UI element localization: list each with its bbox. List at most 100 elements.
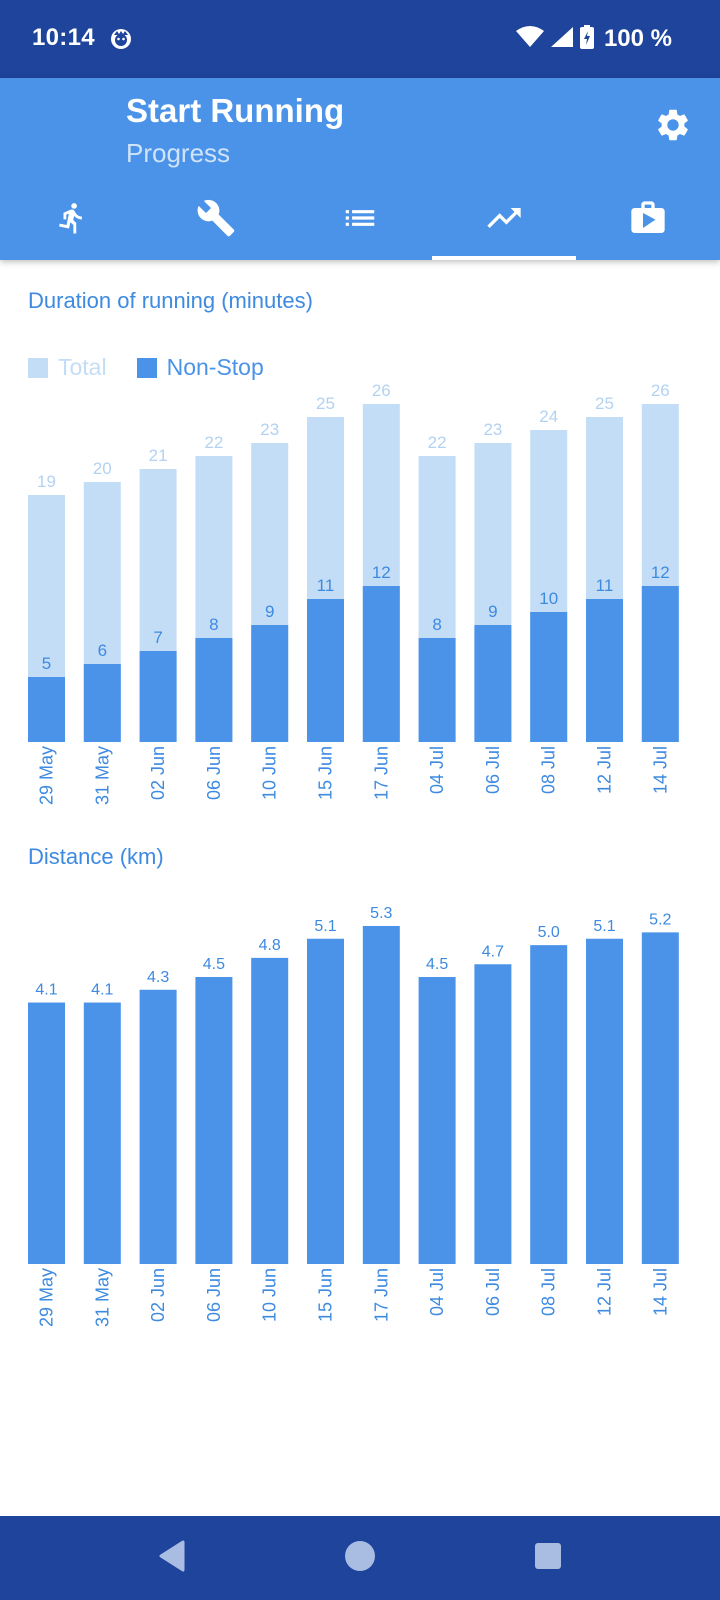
bar-distance-label: 4.5 [203,956,225,973]
bar-nonstop-label: 11 [317,576,335,595]
bar-nonstop-label: 7 [153,628,162,647]
bar-distance-label: 5.1 [593,918,615,935]
bar-nonstop [307,599,344,742]
bar-distance-label: 5.1 [314,918,336,935]
distance-chart: 4.1 29 May 4.1 31 May 4.3 02 Jun 4.5 06 Jun 4.8 1… [28,905,679,1327]
x-tick-label: 29 May [37,1268,57,1327]
bar-total-label: 24 [539,407,558,426]
bar-total-label: 22 [428,433,447,452]
system-nav-bar [0,1516,720,1600]
x-tick-label: 02 Jun [148,746,168,800]
wifi-icon [515,25,544,53]
back-triangle-icon [157,1540,187,1577]
trending-up-icon [484,198,524,243]
list-icon [341,199,379,242]
gear-icon [654,106,692,149]
bar-total-label: 26 [372,381,391,400]
settings-button[interactable] [650,104,696,150]
x-tick-label: 14 Jul [650,1268,670,1316]
duration-chart: 19 5 29 May 20 6 31 May 21 7 02 Jun 22 8 06 Jun 23 9 1… [28,381,679,805]
x-tick-label: 12 Jul [595,746,615,794]
bar-nonstop [474,625,512,742]
bar-distance [139,989,177,1264]
x-tick-label: 02 Jun [148,1268,168,1322]
bar-total-label: 25 [316,394,335,413]
battery-icon [579,24,594,54]
bar-total-label: 19 [37,472,56,491]
legend-label-nonstop: Non-Stop [166,354,264,380]
bar-distance-label: 4.8 [259,937,281,954]
x-tick-label: 06 Jun [204,746,224,800]
bar-nonstop-label: 12 [651,563,670,582]
x-tick-label: 31 May [92,1268,112,1327]
bar-nonstop [83,664,121,742]
bar-nonstop [586,599,623,742]
bar-total-label: 22 [204,433,223,452]
x-tick-label: 31 May [92,746,112,805]
x-tick-label: 15 Jun [316,1268,336,1322]
bar-distance-label: 5.0 [538,924,560,941]
bar-distance [195,977,233,1264]
bar-distance [586,938,623,1264]
bar-distance [530,945,568,1264]
bar-distance [474,964,512,1264]
status-right: 100 % [515,24,672,54]
bar-nonstop [251,625,289,742]
bar-distance [362,926,400,1264]
x-tick-label: 10 Jun [260,1268,280,1322]
recents-square-icon [533,1541,563,1576]
bar-distance-label: 5.2 [649,911,671,928]
bar-distance-label: 4.3 [147,969,169,986]
bar-distance-label: 4.7 [482,943,504,960]
running-man-icon [55,199,89,242]
legend-item-nonstop: Non-Stop [136,354,264,381]
tab-store[interactable] [576,180,720,260]
tab-tools[interactable] [144,180,288,260]
legend-item-total: Total [28,354,107,381]
bar-nonstop [139,651,177,742]
status-time: 10:14 [32,24,95,51]
x-tick-label: 14 Jul [650,746,670,794]
bar-distance [641,932,679,1264]
bar-distance-label: 5.3 [370,905,392,922]
bar-total-label: 25 [595,394,614,413]
bar-nonstop-label: 6 [98,641,107,660]
distance-chart-title: Distance (km) [28,844,164,869]
nav-recents-button[interactable] [526,1536,570,1580]
bar-nonstop-label: 9 [488,602,497,621]
bar-distance [251,957,289,1264]
tab-progress[interactable] [432,180,576,260]
x-tick-label: 10 Jun [260,746,280,800]
tab-run[interactable] [0,180,144,260]
bar-distance [418,977,456,1264]
x-tick-label: 06 Jun [204,1268,224,1322]
app-subtitle: Progress [126,138,231,168]
bar-distance [307,938,344,1264]
nav-home-button[interactable] [338,1536,382,1580]
x-tick-label: 06 Jul [483,1268,503,1316]
cell-signal-icon [550,26,574,53]
tab-list[interactable] [288,180,432,260]
bar-nonstop [28,677,65,742]
bar-total-label: 20 [93,459,112,478]
battery-percentage: 100 % [603,25,672,52]
x-tick-label: 04 Jul [427,746,447,794]
legend-label-total: Total [58,354,107,380]
legend-swatch-total [28,357,48,378]
bar-distance-label: 4.5 [426,956,448,973]
bar-nonstop-label: 11 [596,576,614,595]
x-tick-label: 08 Jul [539,1268,559,1316]
home-circle-icon [344,1540,376,1577]
x-tick-label: 15 Jun [316,746,336,800]
bar-nonstop [418,638,456,742]
bar-total-label: 26 [651,381,670,400]
bar-nonstop [362,586,400,742]
bar-nonstop [195,638,233,742]
nav-back-button[interactable] [150,1536,194,1580]
x-tick-label: 06 Jul [483,746,503,794]
bar-distance [83,1002,121,1264]
bar-nonstop-label: 8 [209,615,218,634]
app-header: Start Running Progress [0,78,720,260]
duration-chart-title: Duration of running (minutes) [28,288,313,313]
bar-distance [28,1002,65,1264]
